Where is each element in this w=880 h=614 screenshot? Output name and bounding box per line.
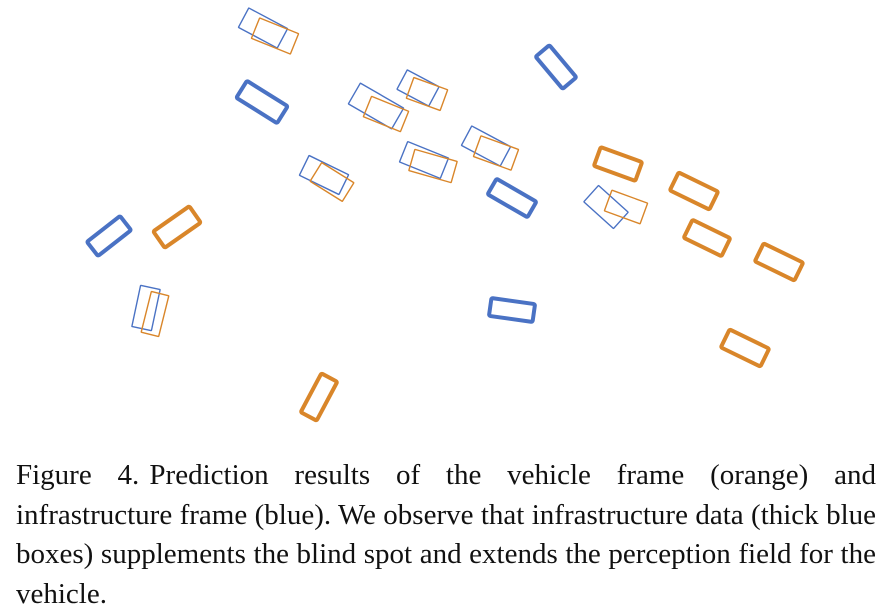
infrastructure-box-thin (298, 154, 350, 196)
vehicle-box-thick (682, 218, 732, 258)
vehicle-box-thick (753, 241, 805, 283)
infrastructure-box-thin (583, 184, 629, 230)
vehicle-box (408, 148, 458, 184)
figure-caption: Figure 4. Prediction results of the vehic… (16, 456, 876, 614)
infrastructure-box-thick (486, 177, 538, 219)
vehicle-box (603, 189, 649, 225)
vehicle-box-thick (151, 204, 203, 250)
infrastructure-box-thin (347, 82, 405, 130)
infrastructure-box-thin (460, 125, 512, 167)
vehicle-box (140, 290, 170, 338)
vehicle-box (472, 135, 520, 171)
infrastructure-box-thick (534, 43, 578, 91)
vehicle-box (250, 17, 300, 55)
vehicle-box (362, 95, 410, 133)
infrastructure-box-thick (85, 214, 133, 258)
vehicle-box-thick (299, 371, 339, 423)
figure-label: Figure 4. (16, 459, 140, 491)
vehicle-box-thick (592, 145, 644, 183)
vehicle-box (405, 76, 449, 112)
vehicle-box-thick (719, 327, 771, 369)
infrastructure-box-thin (396, 69, 440, 107)
vehicle-box-thick (668, 170, 720, 212)
caption-text: Prediction results of the vehicle frame … (16, 459, 876, 610)
infrastructure-box-thick (234, 79, 290, 125)
infrastructure-box-thick (487, 296, 537, 324)
vehicle-box (309, 162, 355, 202)
bev-prediction-figure (85, 7, 805, 423)
infrastructure-box-thin (237, 7, 289, 49)
infrastructure-box-thin (398, 141, 450, 179)
